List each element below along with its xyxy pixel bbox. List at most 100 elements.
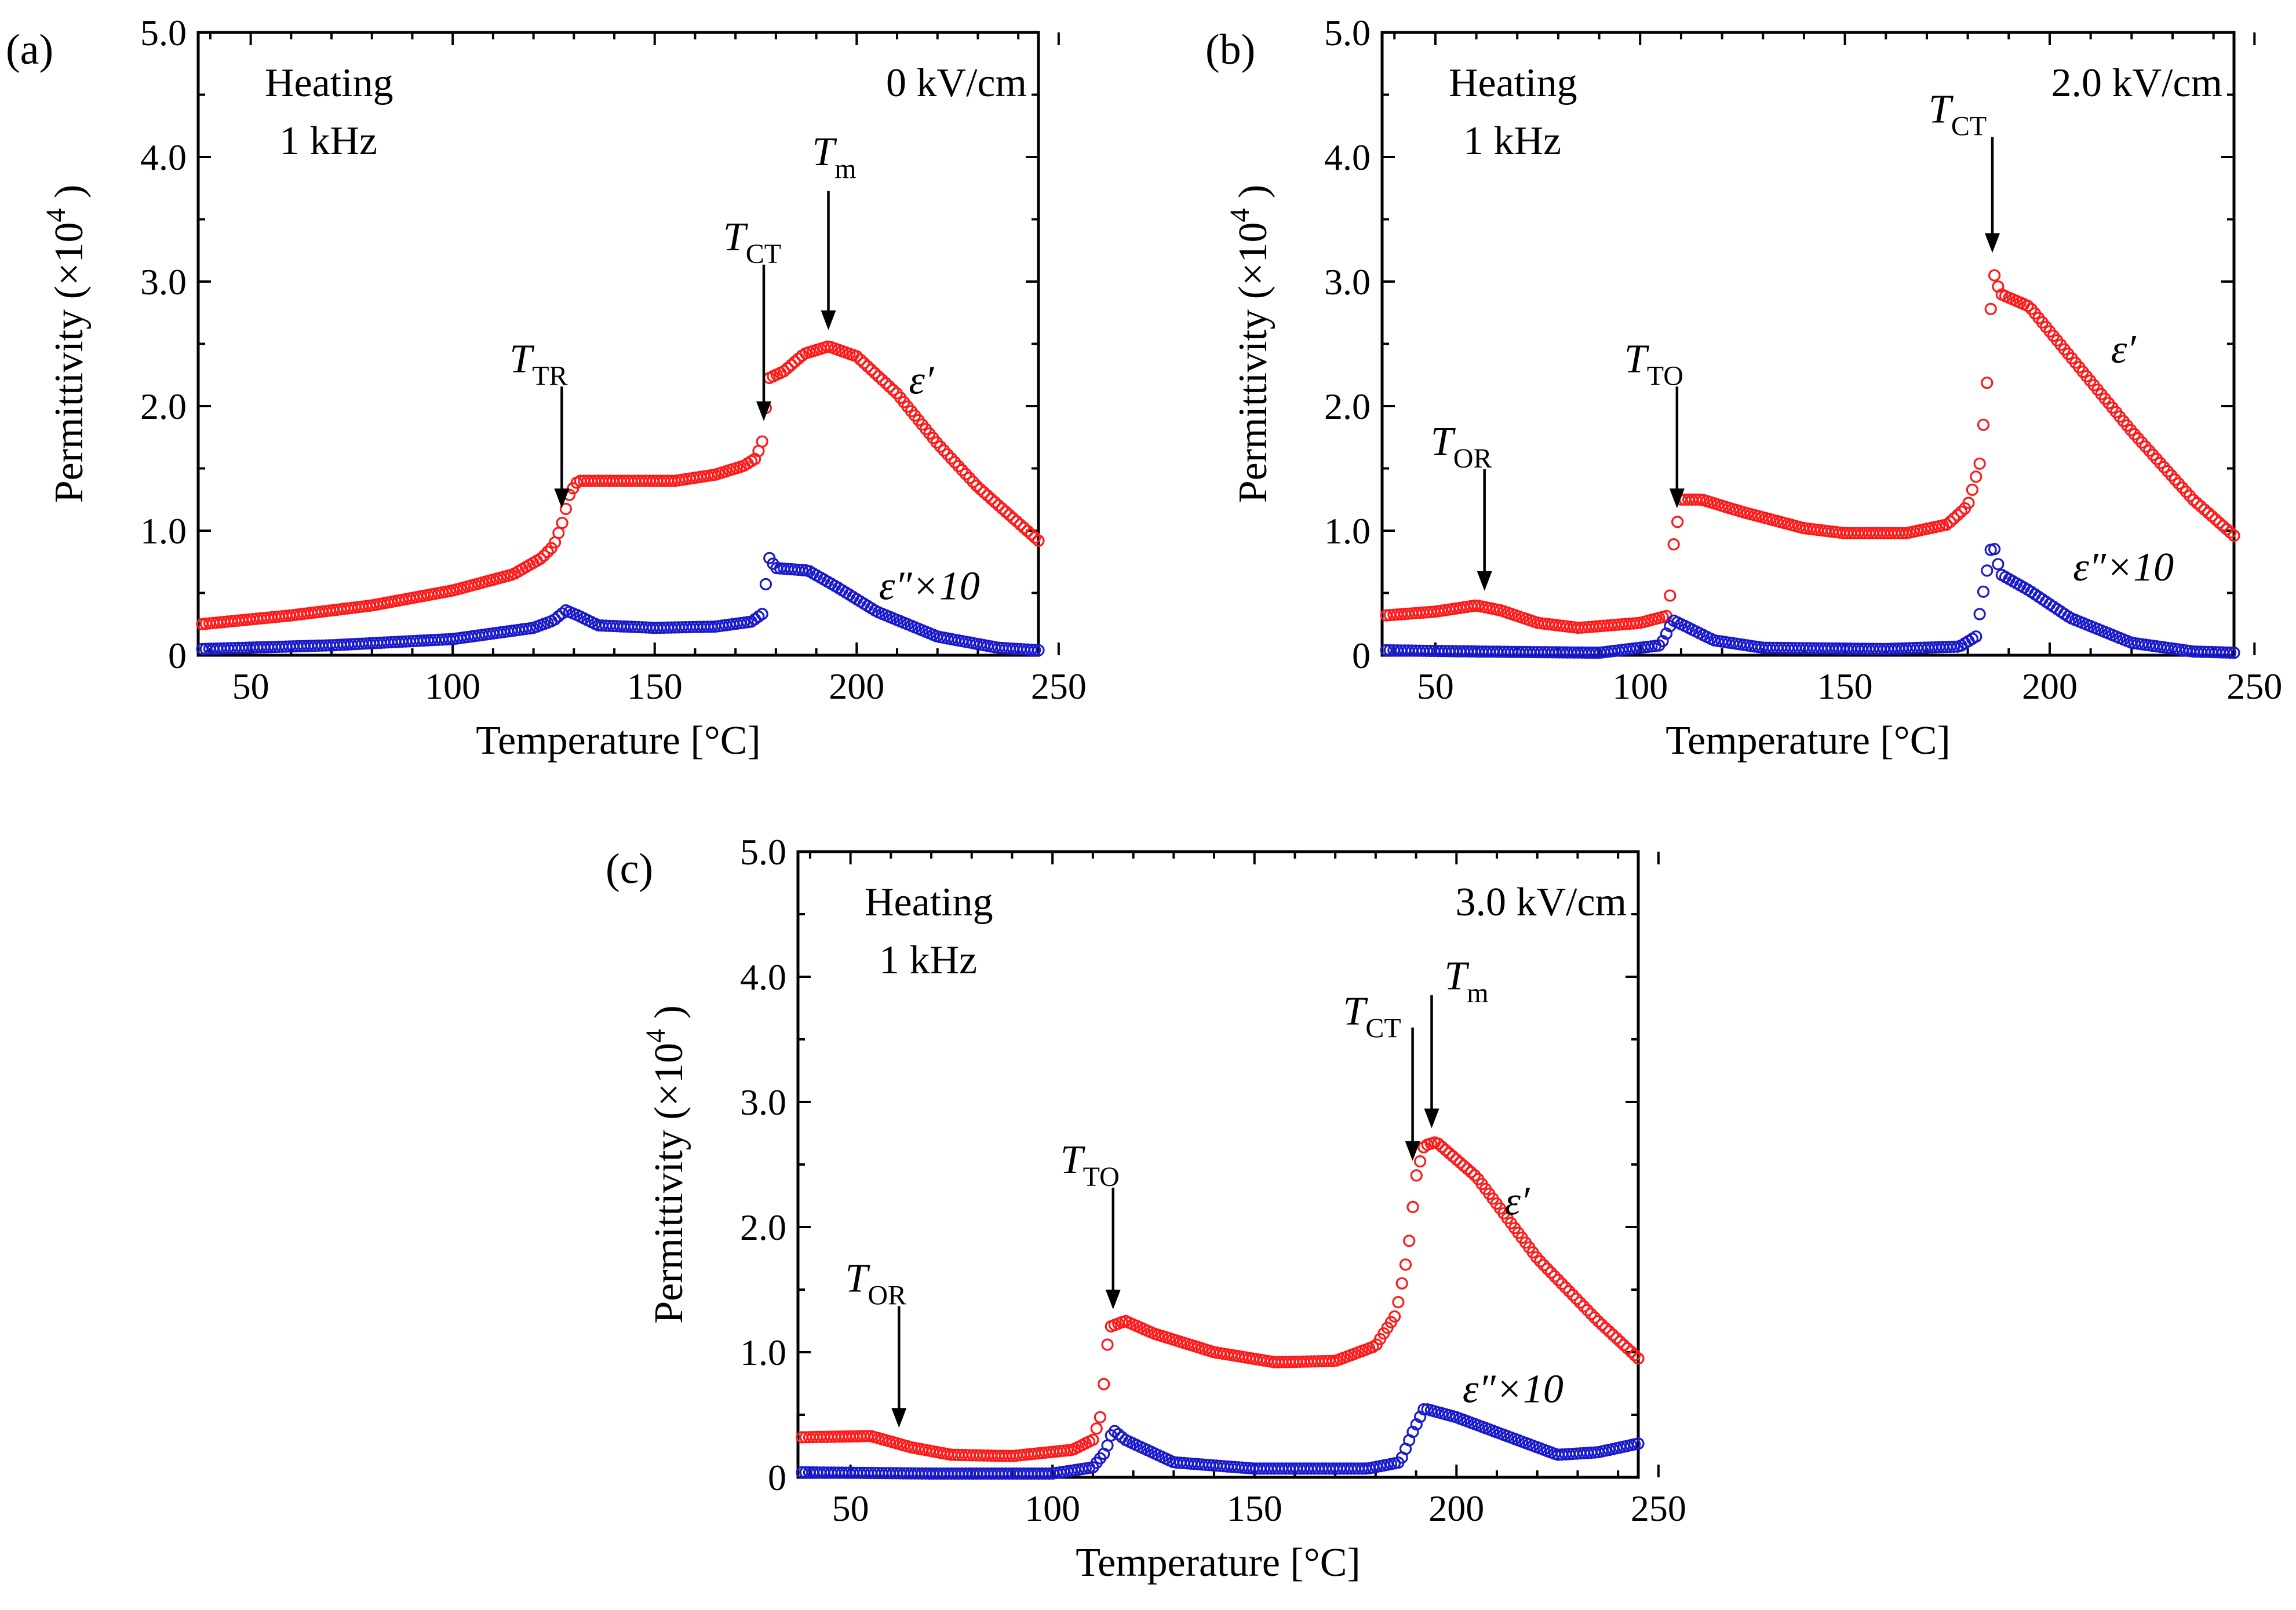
data-point — [541, 545, 554, 558]
arrow-head — [821, 310, 836, 330]
data-point — [934, 440, 947, 453]
data-point — [538, 549, 551, 562]
data-point — [1577, 1300, 1590, 1313]
y-tick-label: 2.0 — [1324, 386, 1371, 427]
data-point — [1977, 585, 1990, 598]
transition-arrow-ct: TCT — [723, 215, 781, 421]
arrow-head — [1477, 571, 1492, 591]
data-point — [1548, 1270, 1561, 1283]
data-point — [1392, 1296, 1405, 1309]
y-tick-label: 4.0 — [140, 137, 187, 178]
data-point — [1014, 518, 1027, 531]
arrow-head — [1105, 1290, 1121, 1310]
eps-real-label: ε′ — [2111, 327, 2137, 372]
condition-frequency: 1 kHz — [1463, 119, 1561, 163]
y-tick-label: 5.0 — [740, 831, 786, 872]
data-point — [1414, 1155, 1427, 1168]
eps-imag-label: ε″×10 — [1463, 1367, 1564, 1411]
arrow-label: Tm — [812, 130, 856, 184]
transition-arrow-m: Tm — [1424, 954, 1489, 1129]
data-point — [1984, 302, 1997, 315]
eps-imag-label: ε″×10 — [879, 564, 980, 608]
data-point — [850, 350, 863, 363]
data-point — [956, 463, 968, 477]
y-axis-title: Permittivity (×104 ) — [640, 1005, 691, 1324]
transition-arrow-or: TOR — [1431, 419, 1492, 591]
data-point — [1588, 1311, 1601, 1324]
y-tick-label: 3.0 — [1324, 261, 1371, 302]
data-point — [1617, 1338, 1630, 1352]
panel-tag: (c) — [606, 845, 653, 893]
data-point — [1439, 1144, 1452, 1156]
y-axis-title: Permittivity (×104 ) — [1224, 185, 1275, 503]
x-tick-label: 200 — [829, 666, 884, 707]
data-point — [1450, 1153, 1463, 1166]
x-axis-title: Temperature [°C] — [476, 718, 760, 763]
data-point — [2206, 510, 2218, 523]
data-point — [1112, 1428, 1125, 1440]
arrow-label: TCT — [723, 215, 781, 269]
data-point — [2224, 526, 2237, 539]
x-tick-label: 200 — [1428, 1488, 1484, 1529]
data-point — [945, 452, 958, 465]
data-point — [1988, 543, 2001, 556]
series-eps-real — [196, 340, 1045, 630]
transition-arrow-tr: TTR — [509, 337, 570, 509]
data-point — [876, 373, 888, 386]
series-eps-imag — [196, 552, 1045, 657]
data-point — [1632, 1352, 1645, 1365]
data-point — [1948, 512, 1960, 525]
data-point — [1018, 521, 1030, 534]
data-point — [1581, 1304, 1594, 1316]
data-point — [1955, 505, 1967, 518]
data-point — [1414, 1411, 1427, 1423]
y-tick-label: 5.0 — [1324, 12, 1371, 53]
data-point — [1595, 1318, 1608, 1331]
data-point — [1534, 1255, 1547, 1268]
x-axis-title: Temperature [°C] — [1665, 718, 1950, 763]
data-point — [1981, 377, 1993, 389]
data-point — [1563, 1285, 1576, 1298]
data-point — [970, 479, 983, 492]
eps-imag-label: ε″×10 — [2073, 545, 2174, 590]
arrow-head — [1985, 233, 2000, 253]
arrow-label: TOR — [1431, 419, 1492, 474]
y-tick-label: 1.0 — [140, 510, 187, 552]
condition-heating: Heating — [1449, 61, 1577, 105]
transition-arrow-ct: TCT — [1343, 990, 1420, 1161]
y-tick-label: 4.0 — [740, 956, 786, 998]
arrow-label: TTO — [1060, 1138, 1120, 1192]
data-point — [2213, 516, 2226, 529]
data-point — [1461, 1163, 1474, 1175]
transition-arrow-or: TOR — [845, 1256, 907, 1428]
series-eps-real — [796, 1136, 1645, 1462]
panel-tag: (a) — [6, 26, 53, 74]
data-point — [981, 489, 994, 502]
x-tick-label: 200 — [2022, 666, 2078, 707]
data-point — [785, 359, 798, 371]
panel-tag: (b) — [1205, 26, 1255, 74]
data-point — [1032, 534, 1045, 547]
data-point — [548, 613, 562, 626]
data-point — [1399, 1258, 1412, 1271]
y-tick-label: 1.0 — [740, 1332, 786, 1373]
data-point — [1406, 1425, 1419, 1439]
data-point — [949, 456, 961, 469]
data-point — [1951, 509, 1964, 521]
panel-a: (a) 50 100 150 200 250 0 1.0 2.0 3.0 4.0 5.0 Tempera… — [6, 12, 1087, 763]
data-point — [963, 472, 976, 484]
data-point — [2021, 300, 2034, 312]
data-point — [1098, 1378, 1110, 1390]
data-point — [1566, 1288, 1579, 1301]
data-point — [1973, 608, 1986, 620]
data-point — [1432, 1137, 1445, 1150]
arrow-head — [1424, 1108, 1439, 1129]
data-point — [952, 459, 965, 473]
data-point — [559, 502, 573, 516]
data-point — [887, 384, 899, 396]
data-point — [999, 505, 1012, 518]
series-eps-real — [1380, 269, 2240, 634]
data-point — [1544, 1266, 1557, 1279]
data-point — [1029, 644, 1041, 656]
